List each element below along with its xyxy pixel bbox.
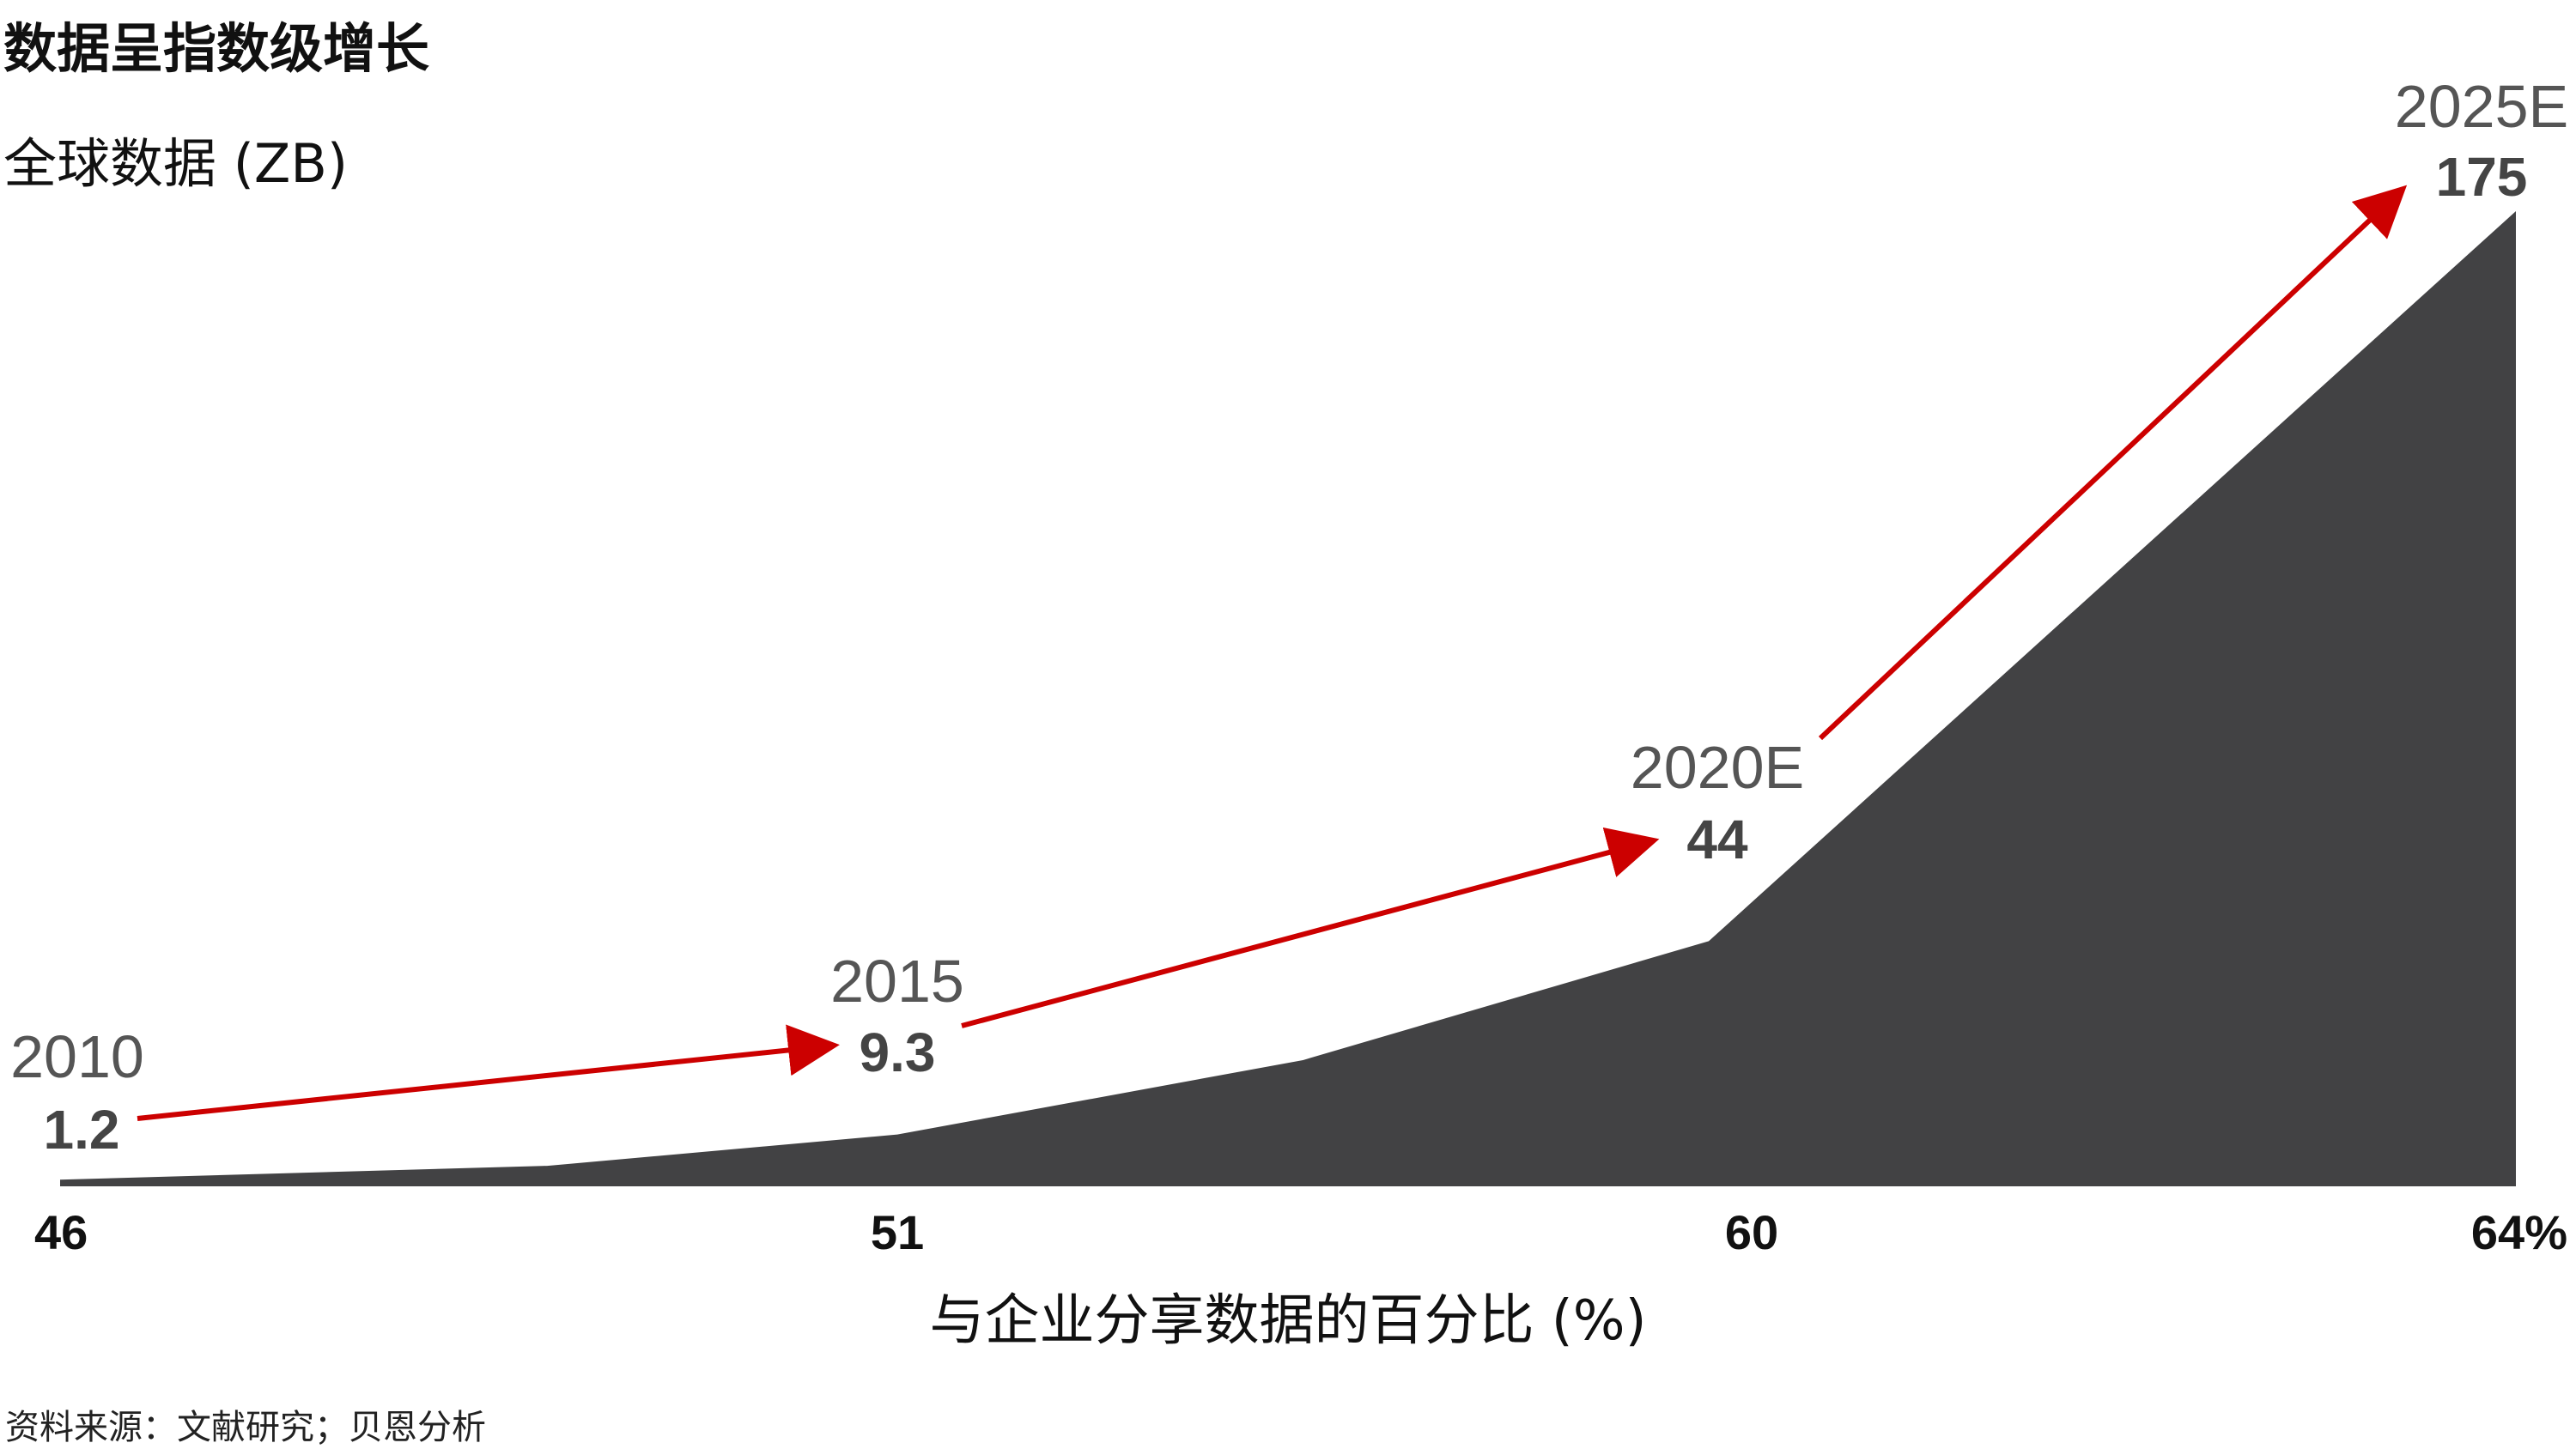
source-note: 资料来源：文献研究；贝恩分析: [5, 1408, 486, 1447]
y-axis-label: 全球数据 (ZB): [3, 132, 349, 195]
x-tick-label: 46: [34, 1205, 88, 1259]
growth-arrow: [137, 1024, 840, 1121]
growth-arrows: [137, 185, 2408, 1121]
data-area: [60, 211, 2516, 1186]
x-tick-label: 51: [871, 1205, 924, 1259]
x-tick-label: 64%: [2471, 1205, 2567, 1259]
year-label: 2010: [10, 1023, 144, 1090]
chart-title: 数据呈指数级增长: [3, 17, 430, 80]
value-label: 1.2: [44, 1099, 120, 1161]
value-label: 9.3: [860, 1022, 936, 1083]
x-tick-label: 60: [1725, 1205, 1778, 1259]
growth-arrow: [961, 827, 1660, 1028]
x-axis-ticks: 46 51 60 64%: [34, 1205, 2567, 1259]
value-label: 175: [2436, 146, 2528, 208]
x-axis-label: 与企业分享数据的百分比 (%): [929, 1289, 1646, 1353]
growth-arrow: [1818, 185, 2408, 741]
year-label: 2015: [830, 948, 964, 1015]
year-label: 2020E: [1631, 734, 1804, 801]
value-label: 44: [1686, 809, 1748, 870]
year-label: 2025E: [2395, 73, 2568, 140]
